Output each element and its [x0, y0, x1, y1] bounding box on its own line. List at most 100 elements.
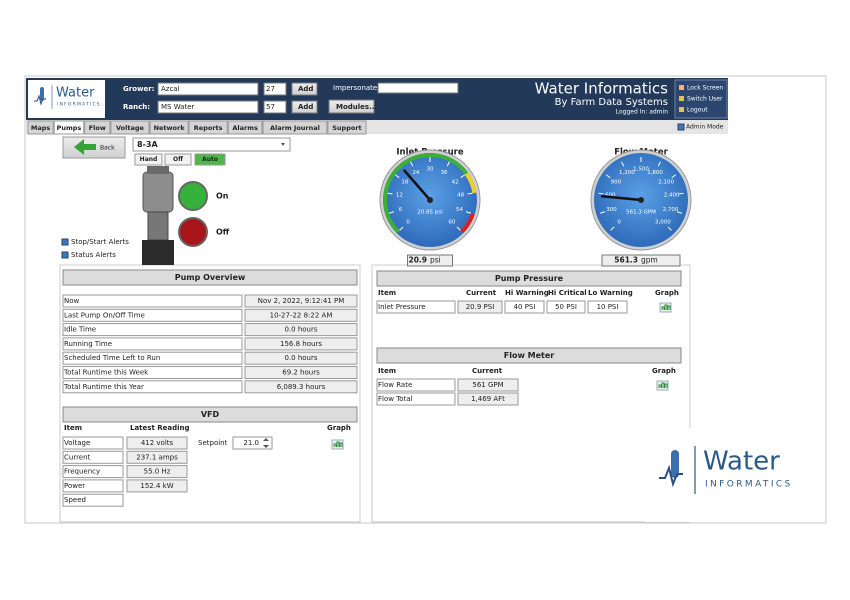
- off-light: [178, 217, 208, 247]
- side-button-icon[interactable]: [679, 107, 684, 112]
- grower-id[interactable]: [263, 82, 287, 96]
- mode-button[interactable]: [164, 153, 192, 166]
- gauge-needle: [600, 195, 643, 202]
- gauge-tick: [657, 161, 661, 167]
- add-button[interactable]: [291, 100, 318, 114]
- ranch-select[interactable]: [157, 100, 259, 114]
- gauge-tick: [678, 192, 684, 195]
- side-button[interactable]: Lock Screen: [687, 85, 723, 92]
- overview-value: Nov 2, 2022, 9:12:41 PM: [258, 297, 345, 305]
- setpoint-input[interactable]: [232, 436, 273, 450]
- overview-label: Running Time: [64, 340, 112, 348]
- tab[interactable]: [84, 120, 111, 135]
- add-label: Add: [298, 103, 313, 111]
- overview-label-box: [62, 366, 243, 379]
- tab-label[interactable]: Reports: [194, 124, 223, 132]
- overview-value-box: [244, 380, 358, 394]
- section-header: [376, 270, 682, 287]
- gauge-hub: [638, 197, 644, 203]
- section-title: VFD: [201, 410, 220, 419]
- pump-motor: [142, 171, 174, 213]
- ranch-id[interactable]: [263, 100, 287, 114]
- tab[interactable]: [110, 120, 150, 135]
- pump-select[interactable]: [132, 137, 291, 152]
- overview-label: Total Runtime this Year: [63, 383, 144, 391]
- gauge-tick: [671, 174, 677, 179]
- logo-wave: [659, 464, 683, 488]
- grower-select[interactable]: [157, 82, 259, 96]
- alert-label[interactable]: Stop/Start Alerts: [71, 238, 129, 246]
- graph-icon: [658, 382, 668, 388]
- pressure-cell-text: 20.9 PSI: [466, 303, 495, 311]
- overview-label: Total Runtime this Week: [63, 369, 149, 377]
- flow-label: Flow Total: [378, 395, 413, 403]
- ranch-value: MS Water: [161, 103, 195, 111]
- vfd-value-box: [126, 465, 188, 479]
- flow-value-box: [457, 378, 519, 392]
- gauge-tick: [446, 161, 450, 167]
- mode-label[interactable]: Hand: [140, 156, 158, 163]
- back-arrow: [74, 139, 96, 155]
- gauge-tick-label: 900: [611, 179, 622, 185]
- tab[interactable]: [327, 120, 367, 135]
- admin-mode-checkbox[interactable]: [677, 123, 685, 131]
- gauge-tick-label: 600: [605, 193, 616, 199]
- gauge-tick-label: 42: [452, 179, 459, 185]
- ranch-label: Ranch:: [123, 103, 150, 111]
- gauge-tick-label: 0: [617, 219, 621, 225]
- tab-label[interactable]: Maps: [31, 124, 51, 132]
- logo-icon: [671, 450, 679, 478]
- left-panel: [59, 264, 361, 523]
- alert-checkbox[interactable]: [61, 251, 69, 259]
- gauge-tick: [394, 174, 400, 179]
- gauge-tick: [598, 192, 604, 195]
- logo-sub: INFORMATICS: [705, 480, 793, 490]
- tab[interactable]: [149, 120, 189, 135]
- column-header: Latest Reading: [130, 424, 190, 432]
- column-header: Hi Warning: [505, 289, 549, 297]
- tab[interactable]: [27, 120, 54, 135]
- gauge-tick: [467, 192, 473, 195]
- tab-label[interactable]: Network: [154, 124, 186, 132]
- tab-label[interactable]: Support: [332, 124, 361, 132]
- mode-button[interactable]: [134, 153, 163, 166]
- side-button-icon[interactable]: [679, 96, 684, 101]
- tab-label[interactable]: Flow: [89, 124, 106, 132]
- section-title: Flow Meter: [504, 351, 555, 360]
- tab-label[interactable]: Pumps: [57, 124, 82, 132]
- side-button-icon[interactable]: [679, 85, 684, 90]
- pressure-cell-text: 40 PSI: [514, 303, 536, 311]
- tab[interactable]: [227, 120, 263, 135]
- flow-label: Flow Rate: [378, 381, 412, 389]
- gauge-value: 20.9: [408, 256, 427, 265]
- tab[interactable]: [53, 120, 85, 135]
- mode-button[interactable]: [194, 153, 226, 166]
- modules-button[interactable]: [328, 99, 375, 114]
- overview-label-box: [62, 308, 243, 322]
- alert-checkbox[interactable]: [61, 238, 69, 246]
- column-header: Lo Warning: [588, 289, 633, 297]
- gauge-tick: [599, 211, 606, 214]
- alert-label[interactable]: Status Alerts: [71, 251, 116, 259]
- section-title: Pump Pressure: [495, 274, 564, 283]
- mode-label[interactable]: Off: [173, 156, 183, 163]
- side-button[interactable]: Logout: [687, 107, 708, 114]
- overview-label: Last Pump On/Off Time: [64, 311, 145, 319]
- tab-label[interactable]: Voltage: [116, 124, 145, 132]
- tab[interactable]: [188, 120, 228, 135]
- vfd-label-box: [62, 436, 124, 450]
- impersonate-input[interactable]: [377, 82, 459, 94]
- gauge-tick-label: 1,500: [633, 167, 649, 173]
- overview-value-box: [244, 366, 358, 379]
- tab-label[interactable]: Alarms: [232, 124, 258, 132]
- gauge-tick: [676, 211, 683, 214]
- mode-label[interactable]: Auto: [202, 156, 218, 163]
- tab-label[interactable]: Alarm Journal: [270, 124, 320, 132]
- ranch-id-value: 57: [266, 103, 275, 111]
- pump-body: [147, 211, 169, 241]
- section-header: [62, 406, 358, 423]
- add-button[interactable]: [291, 82, 318, 96]
- side-button[interactable]: Switch User: [687, 96, 723, 103]
- tab[interactable]: [262, 120, 328, 135]
